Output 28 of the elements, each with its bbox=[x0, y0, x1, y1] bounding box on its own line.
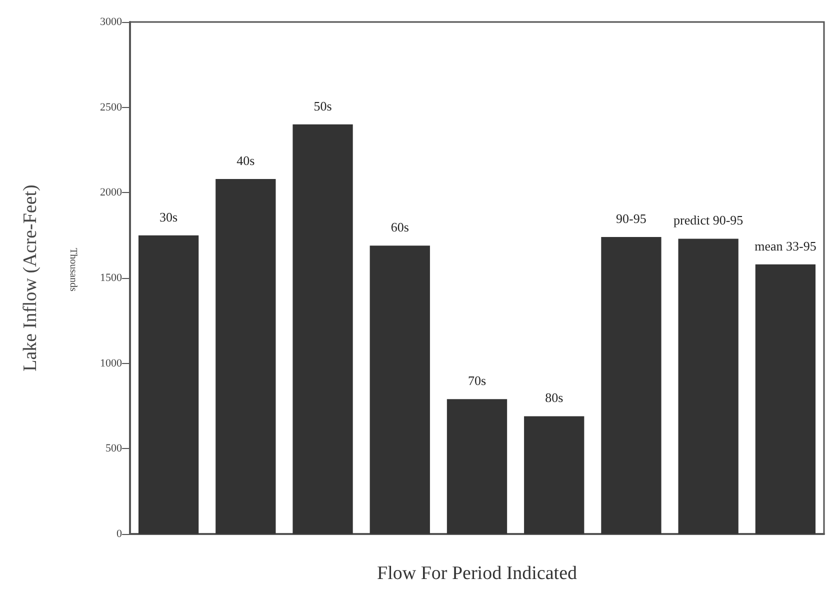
x-tick-label: 30s bbox=[160, 209, 178, 224]
bar bbox=[216, 179, 276, 534]
y-axis-title: Lake Inflow (Acre-Feet) bbox=[20, 184, 41, 372]
bar bbox=[601, 237, 662, 534]
bar bbox=[678, 238, 738, 534]
y-tick-label: 2500 bbox=[100, 101, 122, 114]
x-tick-label: 50s bbox=[314, 98, 332, 114]
bar bbox=[138, 235, 199, 534]
y-tick-label: 2000 bbox=[100, 186, 122, 199]
bar bbox=[370, 246, 430, 534]
x-tick-label: 80s bbox=[545, 390, 564, 406]
x-tick-label: 90-95 bbox=[616, 211, 646, 226]
y-tick-label: 500 bbox=[106, 442, 122, 455]
y-tick-label: 1000 bbox=[100, 357, 122, 370]
x-tick-label: predict 90-95 bbox=[673, 212, 744, 228]
x-axis-title: Flow For Period Indicated bbox=[376, 563, 578, 584]
bar bbox=[292, 124, 353, 534]
text: Thousands bbox=[68, 248, 78, 292]
bar bbox=[755, 264, 816, 534]
bar bbox=[524, 416, 584, 534]
y-tick-label: 1500 bbox=[100, 272, 122, 284]
x-tick-label: 40s bbox=[236, 153, 255, 168]
x-tick-label: 60s bbox=[390, 220, 409, 235]
x-tick-label: mean 33-95 bbox=[754, 238, 816, 254]
y-tick-label: 3000 bbox=[100, 16, 122, 28]
bar bbox=[446, 399, 508, 534]
x-tick-label: 70s bbox=[468, 373, 486, 388]
y-tick-label: 0 bbox=[116, 528, 122, 540]
